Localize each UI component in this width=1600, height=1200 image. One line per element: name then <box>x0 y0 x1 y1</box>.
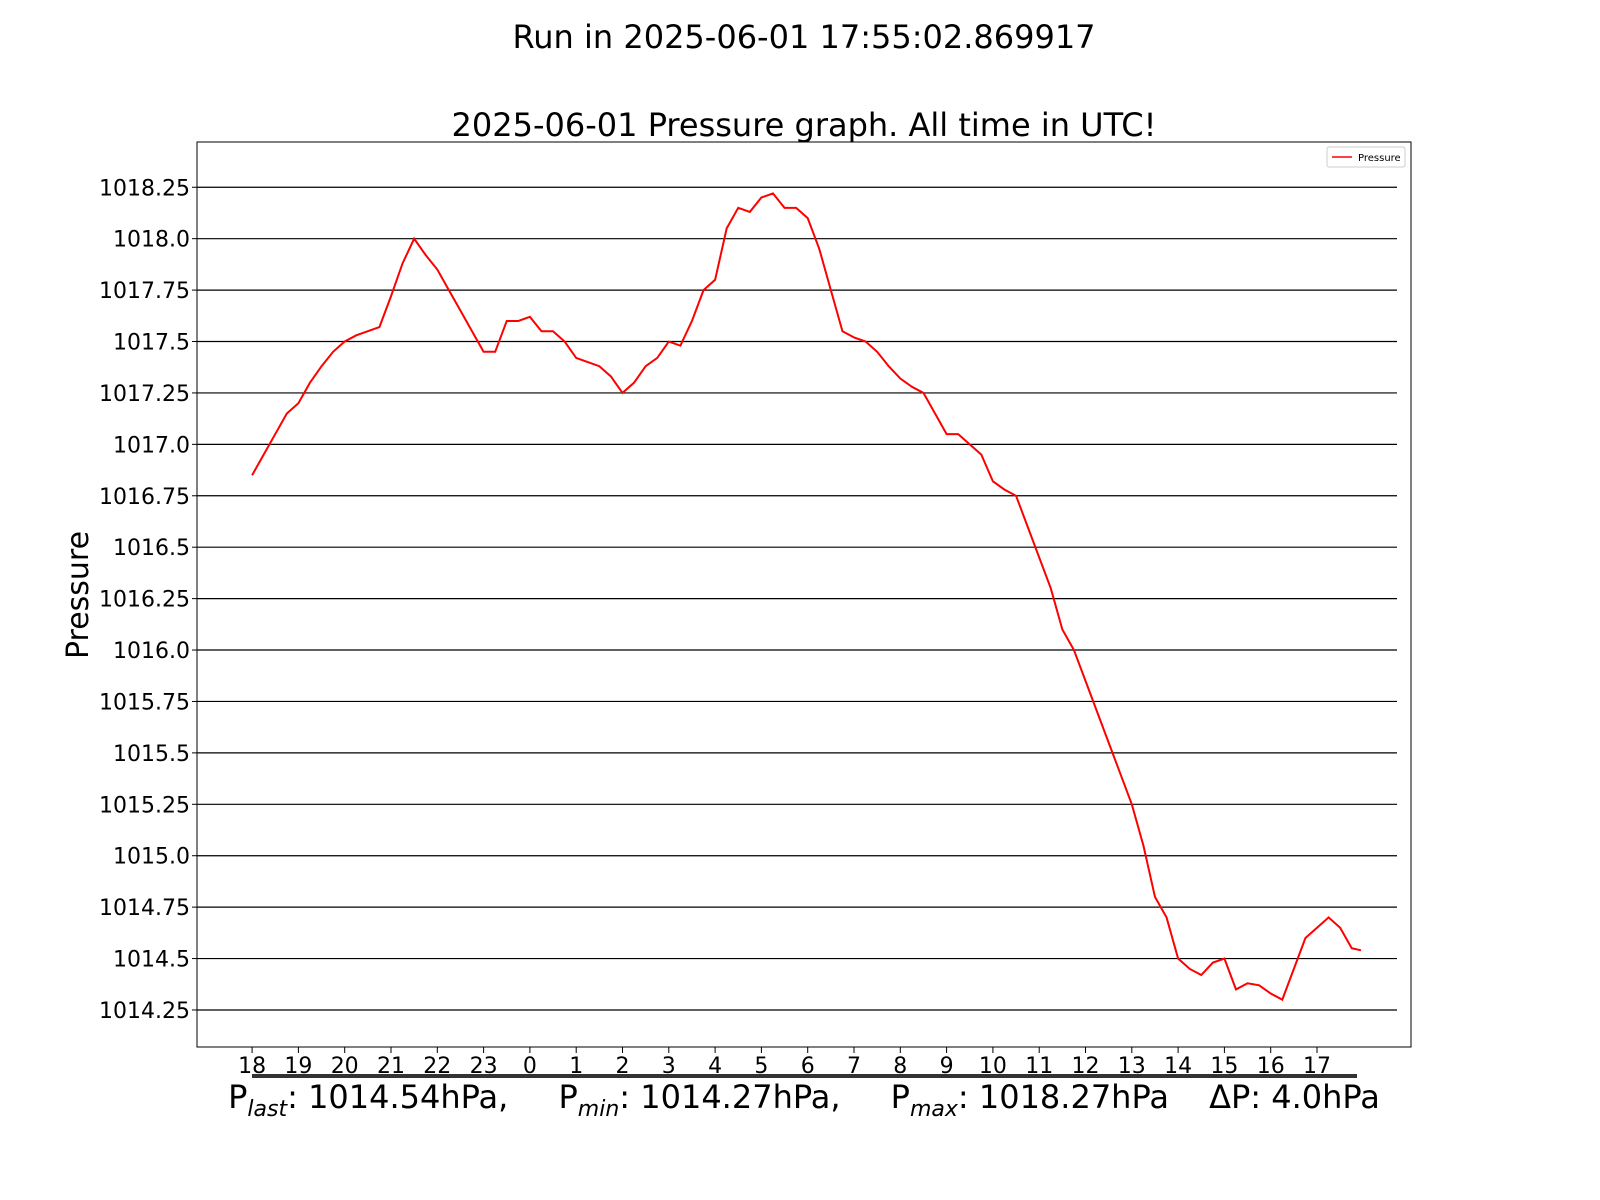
stats-symbol: P <box>558 1078 577 1116</box>
stats-subscript: min <box>578 1097 620 1122</box>
x-tick-label: 23 <box>470 1054 498 1079</box>
y-tick-label: 1015.75 <box>99 690 190 715</box>
x-tick-label: 2 <box>616 1054 630 1079</box>
y-tick-label: 1017.5 <box>113 331 190 356</box>
x-tick-label: 1 <box>569 1054 583 1079</box>
stats-value: : 1018.27hPa <box>958 1078 1169 1116</box>
data-line <box>251 192 1362 1002</box>
stats-symbol: P <box>228 1078 247 1116</box>
x-tick-label: 7 <box>847 1054 861 1079</box>
y-axis-label: Pressure <box>61 531 96 659</box>
y-tick-label: 1018.0 <box>113 228 190 253</box>
legend-label: Pressure <box>1358 153 1401 164</box>
x-tick-label: 0 <box>523 1054 537 1079</box>
y-tick-label: 1017.25 <box>99 382 190 407</box>
y-tick-label: 1015.0 <box>113 845 190 870</box>
x-tick-label: 21 <box>377 1054 405 1079</box>
x-tick-label: 20 <box>331 1054 359 1079</box>
x-tick-label: 9 <box>940 1054 954 1079</box>
x-tick-label: 17 <box>1303 1054 1331 1079</box>
x-tick-label: 11 <box>1025 1054 1053 1079</box>
x-tick-label: 3 <box>662 1054 676 1079</box>
y-tick-label: 1016.5 <box>113 536 190 561</box>
plot-frame <box>196 141 1412 1048</box>
x-tick-label: 16 <box>1257 1054 1285 1079</box>
y-tick-label: 1014.25 <box>99 999 190 1024</box>
stats-symbol: ΔP <box>1209 1078 1250 1116</box>
stats-subscript: last <box>247 1097 288 1122</box>
chart-title: 2025-06-01 Pressure graph. All time in U… <box>452 106 1157 144</box>
x-tick-label: 12 <box>1072 1054 1100 1079</box>
x-tick-label: 10 <box>979 1054 1007 1079</box>
x-tick-label: 6 <box>801 1054 815 1079</box>
stats-line: Plast: 1014.54hPa, Pmin: 1014.27hPa, Pma… <box>228 1078 1380 1122</box>
legend-box <box>1326 146 1406 168</box>
y-tick-label: 1015.5 <box>113 742 190 767</box>
y-tick-label: 1016.75 <box>99 485 190 510</box>
stats-value: : 1014.27hPa, <box>619 1078 840 1116</box>
suptitle: Run in 2025-06-01 17:55:02.869917 <box>512 18 1095 56</box>
stats-subscript: max <box>910 1097 959 1122</box>
x-minor-ticks <box>252 1074 1357 1078</box>
stats-symbol: P <box>891 1078 910 1116</box>
y-tick-label: 1017.0 <box>113 433 190 458</box>
x-tick-label: 14 <box>1164 1054 1192 1079</box>
y-tick-label: 1014.75 <box>99 896 190 921</box>
x-tick-label: 5 <box>754 1054 768 1079</box>
y-tick-label: 1018.25 <box>99 176 190 201</box>
x-tick-label: 8 <box>893 1054 907 1079</box>
y-tick-label: 1017.75 <box>99 279 190 304</box>
x-tick-label: 19 <box>284 1054 312 1079</box>
y-tick-label: 1016.25 <box>99 588 190 613</box>
y-tick-label: 1016.0 <box>113 639 190 664</box>
x-tick-label: 22 <box>423 1054 451 1079</box>
x-tick-label: 18 <box>238 1054 266 1079</box>
x-tick-label: 15 <box>1210 1054 1238 1079</box>
x-tick-label: 13 <box>1118 1054 1146 1079</box>
y-tick-label: 1015.25 <box>99 793 190 818</box>
x-tick-label: 4 <box>708 1054 722 1079</box>
stats-value: : 1014.54hPa, <box>287 1078 508 1116</box>
y-tick-label: 1014.5 <box>113 948 190 973</box>
stats-value: : 4.0hPa <box>1250 1078 1380 1116</box>
